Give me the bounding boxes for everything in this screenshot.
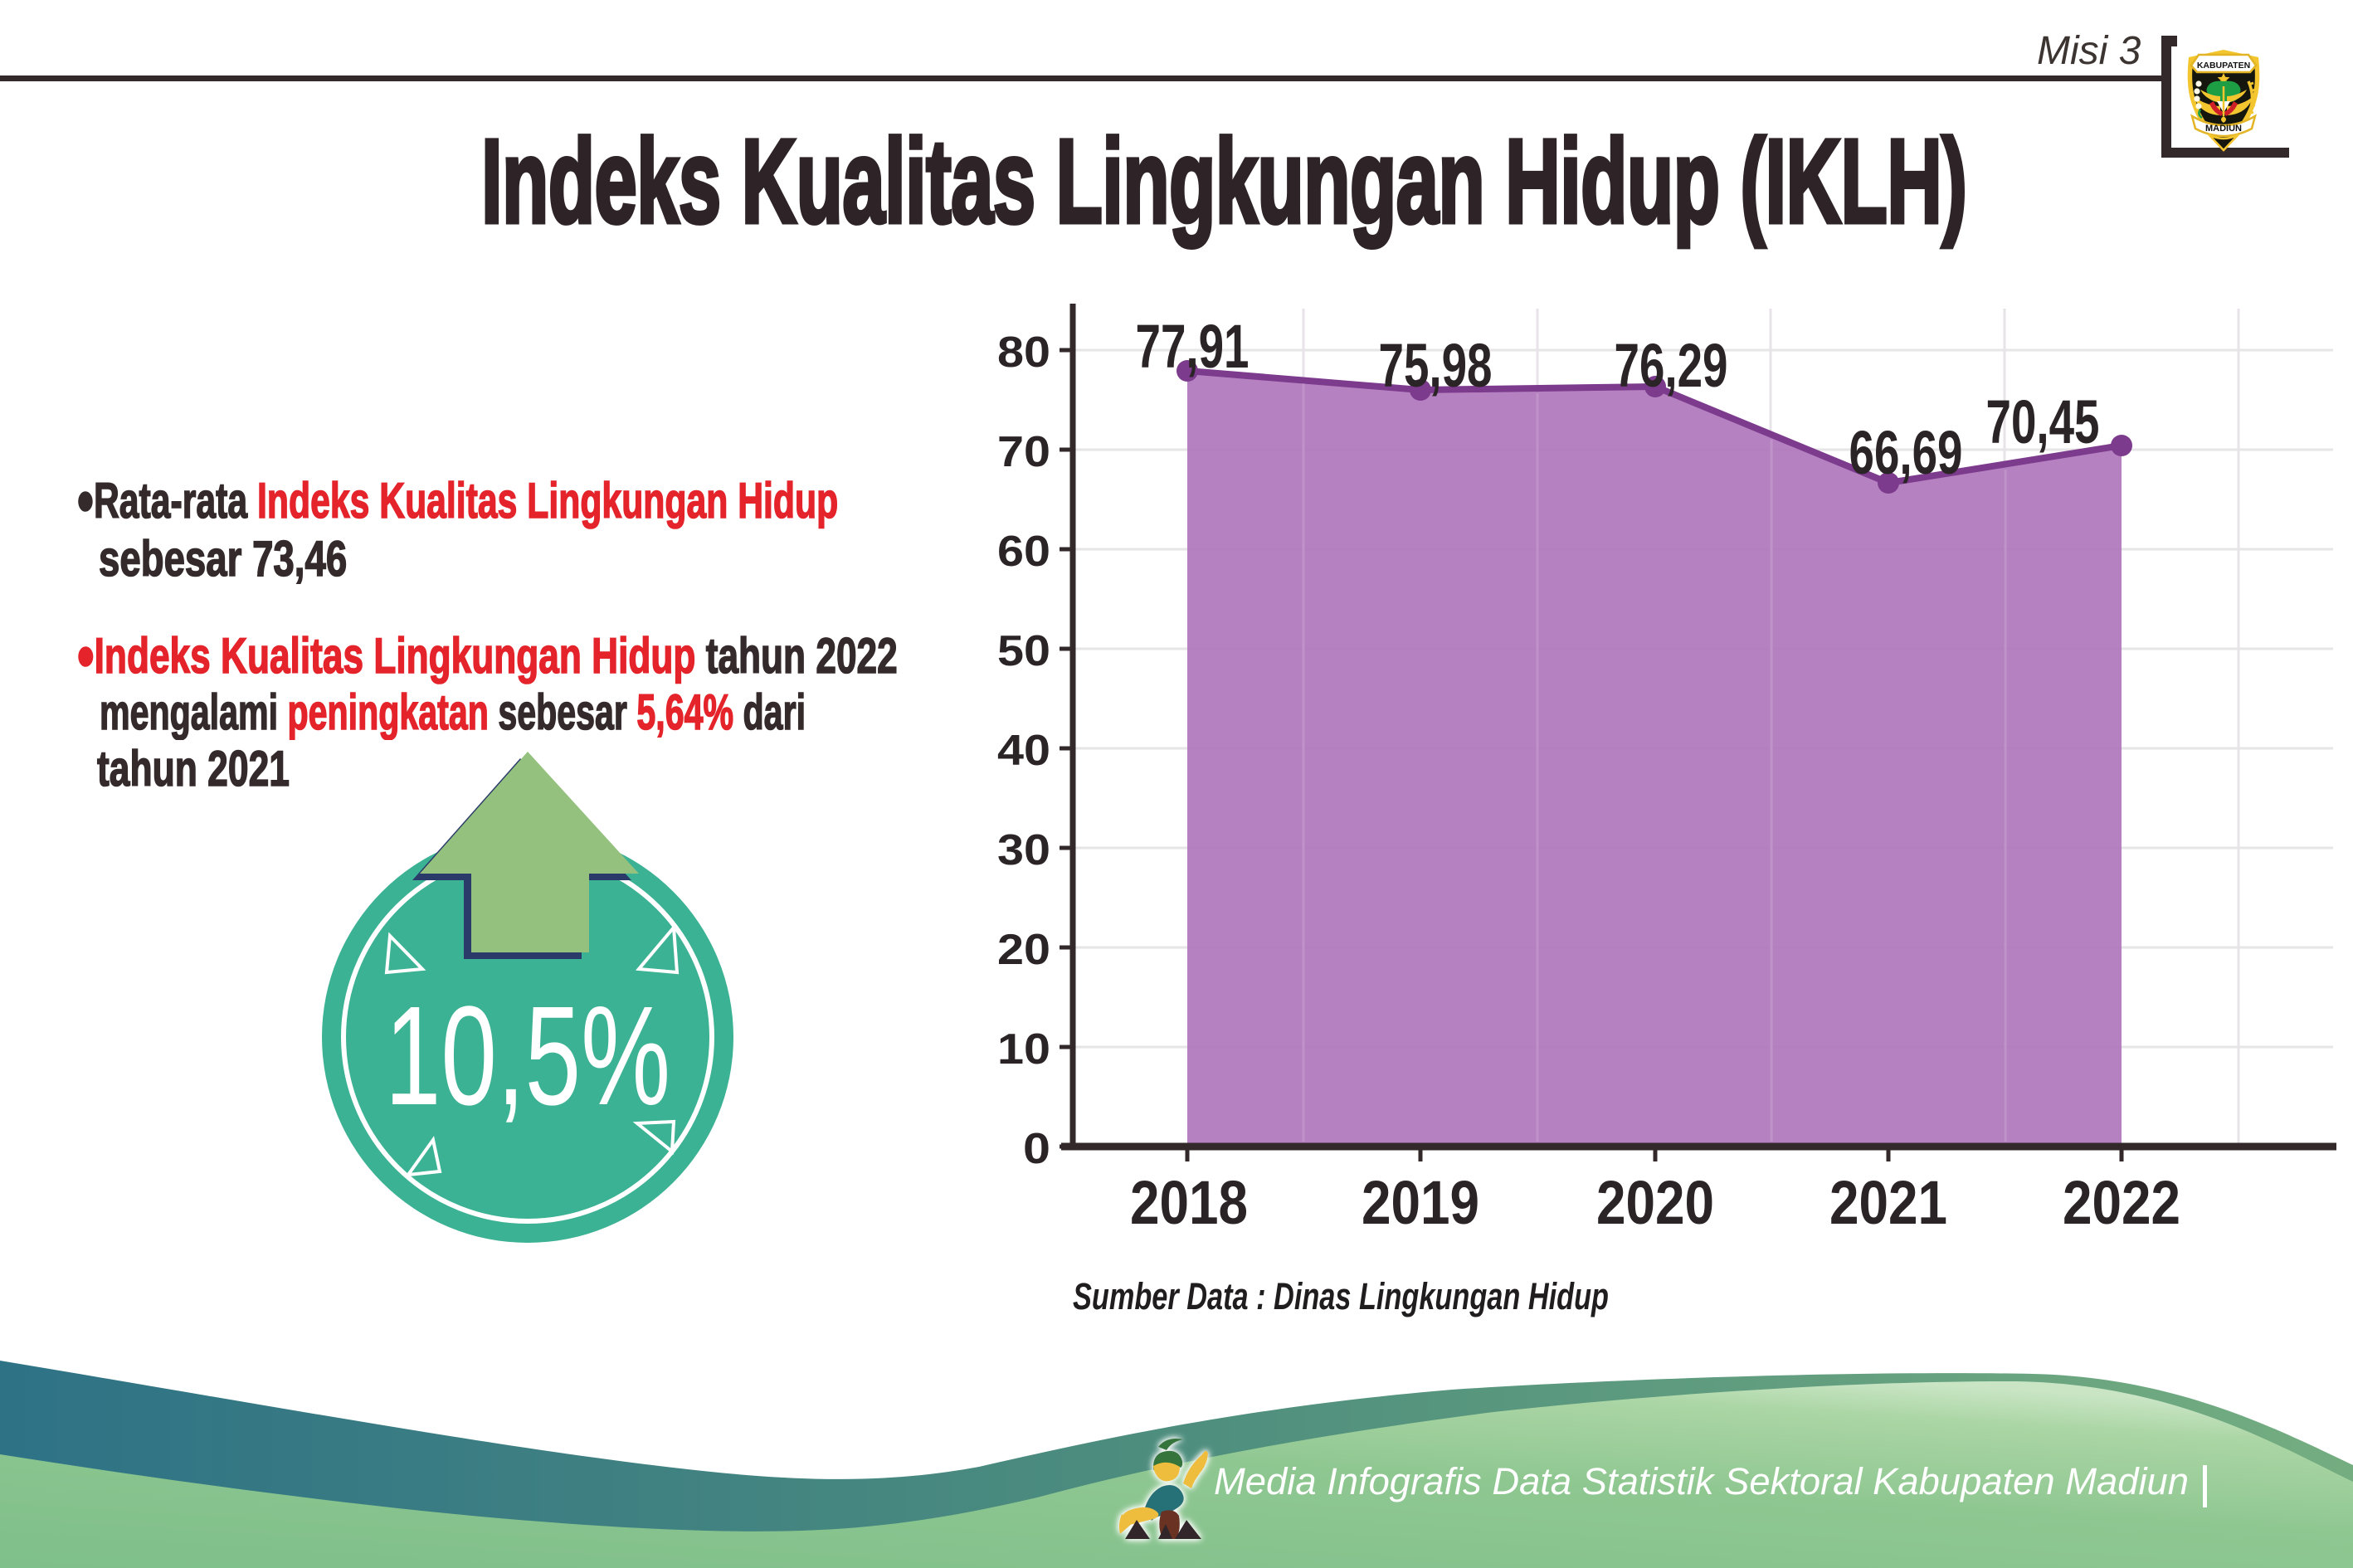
svg-text:MADIUN: MADIUN bbox=[2205, 124, 2242, 134]
svg-text:2022: 2022 bbox=[2063, 1168, 2180, 1237]
svg-text:10: 10 bbox=[997, 1025, 1050, 1074]
svg-text:2020: 2020 bbox=[1596, 1168, 1714, 1237]
svg-text:10,5%: 10,5% bbox=[385, 977, 670, 1135]
svg-text:60: 60 bbox=[997, 528, 1050, 576]
svg-text:30: 30 bbox=[997, 826, 1050, 874]
svg-text:2019: 2019 bbox=[1362, 1168, 1479, 1237]
svg-text:KABUPATEN: KABUPATEN bbox=[2197, 61, 2250, 71]
svg-text:40: 40 bbox=[997, 727, 1050, 775]
svg-text:76,29: 76,29 bbox=[1615, 331, 1728, 400]
svg-text:77,91: 77,91 bbox=[1136, 312, 1250, 381]
svg-text:Media Infografis Data Statisti: Media Infografis Data Statistik Sektoral… bbox=[1214, 1460, 2189, 1502]
svg-text:75,98: 75,98 bbox=[1379, 331, 1493, 400]
svg-text:Sumber Data : Dinas Lingkungan: Sumber Data : Dinas Lingkungan Hidup bbox=[1073, 1275, 1609, 1317]
svg-text:66,69: 66,69 bbox=[1849, 418, 1963, 487]
svg-text:50: 50 bbox=[997, 627, 1050, 675]
svg-text:70,45: 70,45 bbox=[1986, 387, 2100, 456]
svg-text:2021: 2021 bbox=[1829, 1168, 1947, 1237]
svg-text:2018: 2018 bbox=[1130, 1168, 1248, 1237]
svg-text:20: 20 bbox=[997, 926, 1050, 974]
svg-text:80: 80 bbox=[997, 329, 1050, 377]
svg-text:70: 70 bbox=[997, 428, 1050, 476]
svg-text:0: 0 bbox=[1023, 1125, 1050, 1173]
